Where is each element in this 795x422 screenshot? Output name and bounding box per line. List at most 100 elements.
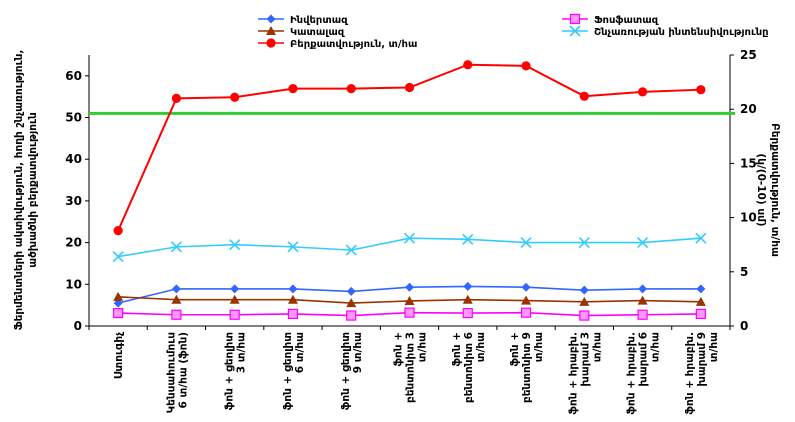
y-tick-label: 20	[65, 236, 82, 250]
data-point	[521, 282, 531, 292]
data-point	[346, 286, 356, 296]
data-point	[113, 307, 124, 319]
series-2	[113, 291, 706, 308]
y2-axis-label: Բերքատվություն, տ/հա(կ/(0-10) սմ)	[755, 123, 781, 257]
data-point	[288, 84, 298, 94]
y-axis-label-line: Ֆերմենտների ակտիվություն, հողի շնչառությ…	[13, 50, 25, 331]
data-point	[695, 308, 706, 320]
data-point	[287, 241, 299, 253]
y-tick-label: 0	[74, 319, 82, 333]
data-point	[112, 251, 124, 263]
data-point	[287, 308, 299, 320]
x-tick-label: ֆոն +բենտոնիտ 6տ/հա	[451, 332, 487, 403]
data-point	[288, 284, 298, 294]
series-line	[118, 237, 701, 258]
x-tick-label-line: ֆոն + հրաբխ.	[626, 332, 638, 415]
data-point	[405, 282, 414, 292]
data-point	[462, 307, 473, 319]
legend-item: Ֆոսֆատազ	[562, 13, 659, 26]
data-point	[462, 294, 473, 304]
data-point	[171, 284, 181, 294]
x-tick-label: ֆոն + ցեոլիտ6 տ/հա	[282, 332, 306, 410]
data-point	[171, 309, 182, 320]
legend-label: Ֆոսֆատազ	[594, 15, 659, 26]
series-3	[113, 60, 706, 236]
x-tick-label-line: ֆոն +	[451, 332, 463, 367]
x-tick-label-line: 6 տ/հա (ֆոն)	[177, 332, 189, 409]
y2-axis-label-line: Բերքատվություն, տ/հա	[769, 123, 781, 257]
data-point	[695, 296, 706, 306]
x-tick-label-line: Կենսահումուս	[165, 332, 177, 413]
data-point	[404, 82, 415, 93]
data-point	[579, 296, 590, 306]
x-tick-label-line: տ/հա	[475, 332, 487, 362]
x-tick-label-line: բենտոնիտ 6	[463, 332, 475, 403]
data-point	[520, 236, 532, 249]
y-axis-label: Ֆերմենտների ակտիվություն, հողի շնչառությ…	[13, 50, 39, 331]
data-point	[171, 93, 182, 103]
data-point	[404, 295, 415, 305]
x-tick-label-line: ֆոն + ցեոլիտ	[224, 332, 236, 410]
x-tick-label-line: ֆոն + ցեոլիտ	[340, 332, 352, 410]
x-tick-label: Ստուգիչ	[113, 332, 125, 379]
series-layer	[112, 60, 707, 321]
data-point	[463, 281, 473, 291]
legend-marker	[569, 25, 581, 37]
x-tick-label: ֆոն + հրաբխ.խարամ 6տ/հա	[626, 332, 662, 415]
x-tick-label-line: 6 տ/հա	[294, 332, 306, 373]
y2-tick-label: 10	[740, 211, 757, 225]
x-tick-label-line: խարամ 3	[579, 332, 591, 387]
series-5	[112, 232, 707, 263]
data-point	[345, 244, 357, 256]
data-point	[637, 309, 648, 320]
x-tick-label-line: ֆոն +	[509, 332, 521, 367]
legend-item: Շնչառության ինտենսիվությունը	[562, 25, 769, 38]
y-tick-label: 50	[65, 111, 82, 125]
x-tick-label: ֆոն + հրաբխ.խարամ 3տ/հա	[567, 332, 603, 415]
data-point	[113, 226, 123, 236]
data-point	[230, 92, 240, 102]
x-tick-label: ֆոն +բենտոնիտ 3տ/հա	[393, 332, 429, 403]
data-point	[346, 84, 356, 94]
x-tick-label-line: խարամ 6	[638, 332, 650, 387]
x-tick-label-line: Ստուգիչ	[113, 332, 125, 379]
legend-label: Շնչառության ինտենսիվությունը	[594, 27, 769, 38]
x-tick-label: Կենսահումուս6 տ/հա (ֆոն)	[165, 332, 189, 413]
data-point	[696, 284, 706, 294]
data-point	[696, 85, 706, 95]
y2-tick-label: 5	[740, 265, 748, 279]
x-tick-label-line: տ/հա	[708, 332, 720, 362]
data-point	[637, 236, 649, 249]
data-point	[229, 294, 240, 304]
y2-axis-label-line: (կ/(0-10) սմ)	[755, 153, 767, 226]
data-point	[346, 298, 357, 308]
x-tick-label: ֆոն + հրաբխ.խարամ 9տ/հա	[684, 332, 720, 415]
y2-tick-label: 0	[740, 319, 748, 333]
x-tick-label-line: տ/հա	[650, 332, 662, 362]
legend-marker	[266, 14, 276, 24]
x-tick-label: ֆոն + ցեոլիտ9 տ/հա	[340, 332, 364, 410]
data-point	[579, 310, 590, 321]
legend-item: Բերքատվություն, տ/հա	[258, 38, 417, 50]
data-point	[637, 87, 648, 97]
legend-item: Կատալազ	[258, 26, 345, 38]
x-tick-label: ֆոն + ցեոլիտ3 տ/հա	[224, 332, 248, 410]
x-axis: Ստուգիչ Կենսահումուս6 տ/հա (ֆոն) ֆոն + ցեո…	[88, 325, 731, 415]
data-point	[695, 232, 707, 244]
y-axis-right: 0 5 10 15 20 25 Բերքատվություն, տ/հա(կ/(0-10) …	[729, 48, 781, 333]
data-point	[462, 233, 474, 245]
data-point	[229, 239, 241, 251]
y-tick-label: 10	[65, 277, 82, 291]
y2-tick-label: 25	[740, 48, 757, 62]
x-tick-label-line: տ/հա	[533, 332, 545, 362]
data-point	[403, 232, 416, 244]
series-4	[113, 307, 706, 321]
x-tick-label-line: ֆոն + հրաբխ.	[684, 332, 696, 415]
x-tick-label-line: 3 տ/հա	[236, 332, 248, 373]
x-tick-label-line: բենտոնիտ 9	[521, 332, 533, 403]
y-tick-label: 40	[65, 152, 82, 166]
data-point	[346, 310, 357, 321]
series-1	[113, 281, 706, 308]
data-point	[230, 284, 240, 294]
